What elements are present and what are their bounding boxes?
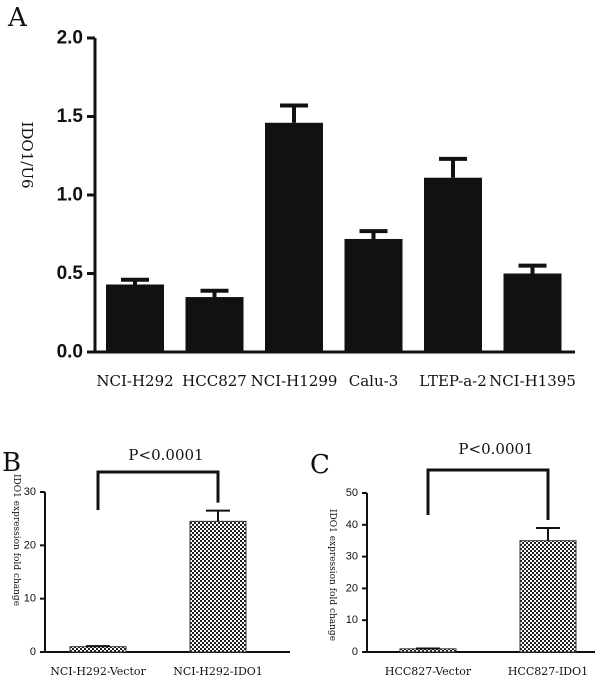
bar-2 (265, 122, 323, 352)
bar-3 (344, 238, 403, 352)
y-tick-label: 40 (346, 519, 358, 531)
panel-letter-c: C (310, 450, 330, 480)
y-tick-label: 0 (352, 646, 358, 658)
category-label-1: HCC827-IDO1 (508, 665, 588, 678)
y-tick-label: 20 (24, 539, 36, 551)
y-tick-label: 50 (346, 487, 358, 499)
significance-bracket (96, 470, 220, 510)
panel-letter-a: A (7, 3, 28, 33)
bar-4 (424, 177, 482, 352)
bar-0 (69, 646, 127, 653)
bar-5 (503, 273, 562, 352)
significance-bracket (426, 468, 550, 520)
y-tick-label: 0 (30, 646, 36, 658)
y-tick-label: 0.0 (57, 342, 83, 363)
y-tick-label: 10 (24, 593, 36, 605)
bar-0 (106, 284, 164, 352)
category-label-0: NCI-H292 (96, 372, 173, 390)
y-tick-label: 10 (346, 614, 358, 626)
bar-1 (185, 297, 244, 352)
y-axis-label: IDO1 expression fold change (11, 474, 21, 606)
p-value-annotation: P<0.0001 (128, 446, 203, 464)
y-tick-label: 1.0 (57, 185, 83, 206)
bar-1 (519, 540, 577, 653)
category-label-0: HCC827-Vector (385, 665, 472, 678)
y-tick-label: 0.5 (57, 263, 84, 284)
category-label-4: LTEP-a-2 (419, 372, 487, 390)
chart-c: 0 10 20 30 40 50 IDO1 expression fold change HC… (327, 440, 595, 678)
category-label-3: Calu-3 (349, 372, 399, 390)
y-tick-label: 30 (24, 486, 36, 498)
panel-letter-b: B (2, 448, 21, 478)
category-label-1: HCC827 (182, 372, 247, 390)
category-label-1: NCI-H292-IDO1 (173, 665, 263, 678)
y-tick-label: 1.5 (57, 106, 84, 127)
y-axis-label: IDO1/U6 (18, 121, 36, 188)
category-label-5: NCI-H1395 (489, 372, 576, 390)
bar-1 (189, 520, 247, 653)
p-value-annotation: P<0.0001 (458, 440, 533, 458)
y-tick-label: 30 (346, 551, 358, 563)
y-tick-label: 20 (346, 582, 358, 594)
y-axis-label: IDO1 expression fold change (327, 509, 337, 641)
category-label-0: NCI-H292-Vector (50, 665, 146, 678)
y-tick-label: 2.0 (57, 28, 83, 49)
category-label-2: NCI-H1299 (251, 372, 338, 390)
